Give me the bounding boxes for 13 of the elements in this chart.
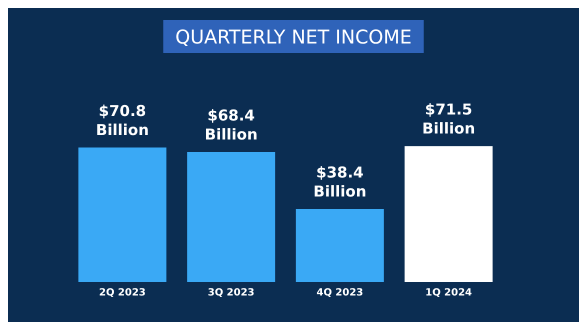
data-label: $70.8 Billion — [96, 102, 149, 139]
bar — [78, 147, 166, 282]
bar — [404, 146, 493, 282]
x-tick-label: 2Q 2023 — [98, 288, 146, 298]
chart-title: QUARTERLY NET INCOME — [175, 26, 412, 48]
x-tick-label: 3Q 2023 — [208, 288, 255, 298]
bar — [296, 209, 384, 282]
data-label: $38.4 Billion — [313, 164, 366, 201]
x-tick-label: 1Q 2024 — [425, 288, 472, 298]
data-label: $71.5 Billion — [422, 100, 476, 138]
data-label: $68.4 Billion — [204, 106, 258, 144]
x-tick-label: 4Q 2023 — [316, 288, 364, 298]
bar — [187, 152, 276, 282]
